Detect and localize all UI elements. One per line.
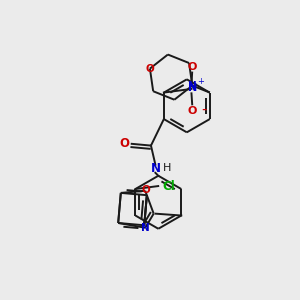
Text: O: O bbox=[142, 185, 151, 195]
Text: +: + bbox=[197, 77, 204, 86]
Text: O: O bbox=[188, 62, 197, 72]
Text: H: H bbox=[163, 164, 171, 173]
Text: O: O bbox=[146, 64, 154, 74]
Text: N: N bbox=[188, 83, 197, 93]
Text: Cl: Cl bbox=[162, 180, 175, 193]
Text: O: O bbox=[119, 137, 129, 150]
Text: N: N bbox=[188, 81, 197, 91]
Text: N: N bbox=[151, 162, 161, 175]
Text: O: O bbox=[188, 106, 197, 116]
Text: -: - bbox=[201, 102, 207, 117]
Text: N: N bbox=[141, 223, 150, 233]
